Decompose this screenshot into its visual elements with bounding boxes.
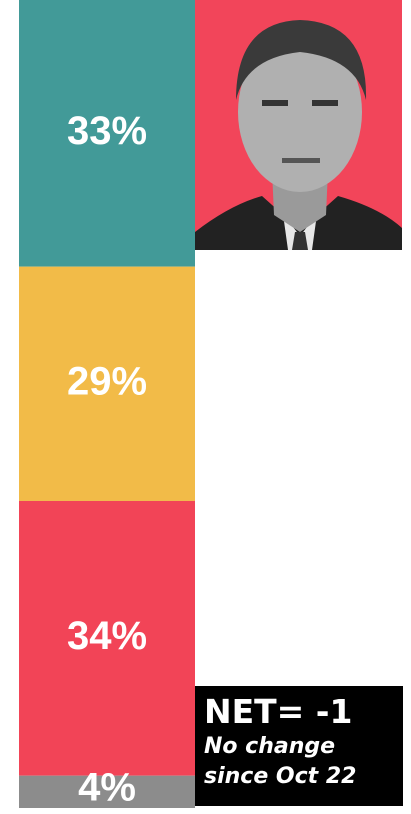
- photo-hair: [236, 20, 367, 100]
- portrait-photo: [195, 0, 402, 250]
- photo-tie: [292, 232, 308, 250]
- bar-segment: [19, 0, 195, 267]
- bar-segment: [19, 266, 195, 501]
- photo-mouth: [282, 158, 320, 163]
- value-label: 29%: [67, 359, 147, 403]
- photo-eye: [262, 100, 288, 106]
- bar-segment: [19, 775, 195, 808]
- net-note: No change since Oct 22: [204, 734, 357, 789]
- photo-face: [238, 32, 362, 192]
- photo-suit: [195, 196, 402, 250]
- photo-eye: [312, 100, 338, 106]
- photo-shirt: [283, 214, 317, 250]
- bar-segment: [19, 500, 195, 776]
- value-label: 4%: [78, 765, 136, 809]
- net-box: NET= -1 No change since Oct 22: [195, 686, 403, 806]
- value-label: 33%: [67, 109, 147, 153]
- net-title: NET= -1: [204, 692, 353, 731]
- value-label: 34%: [67, 614, 147, 658]
